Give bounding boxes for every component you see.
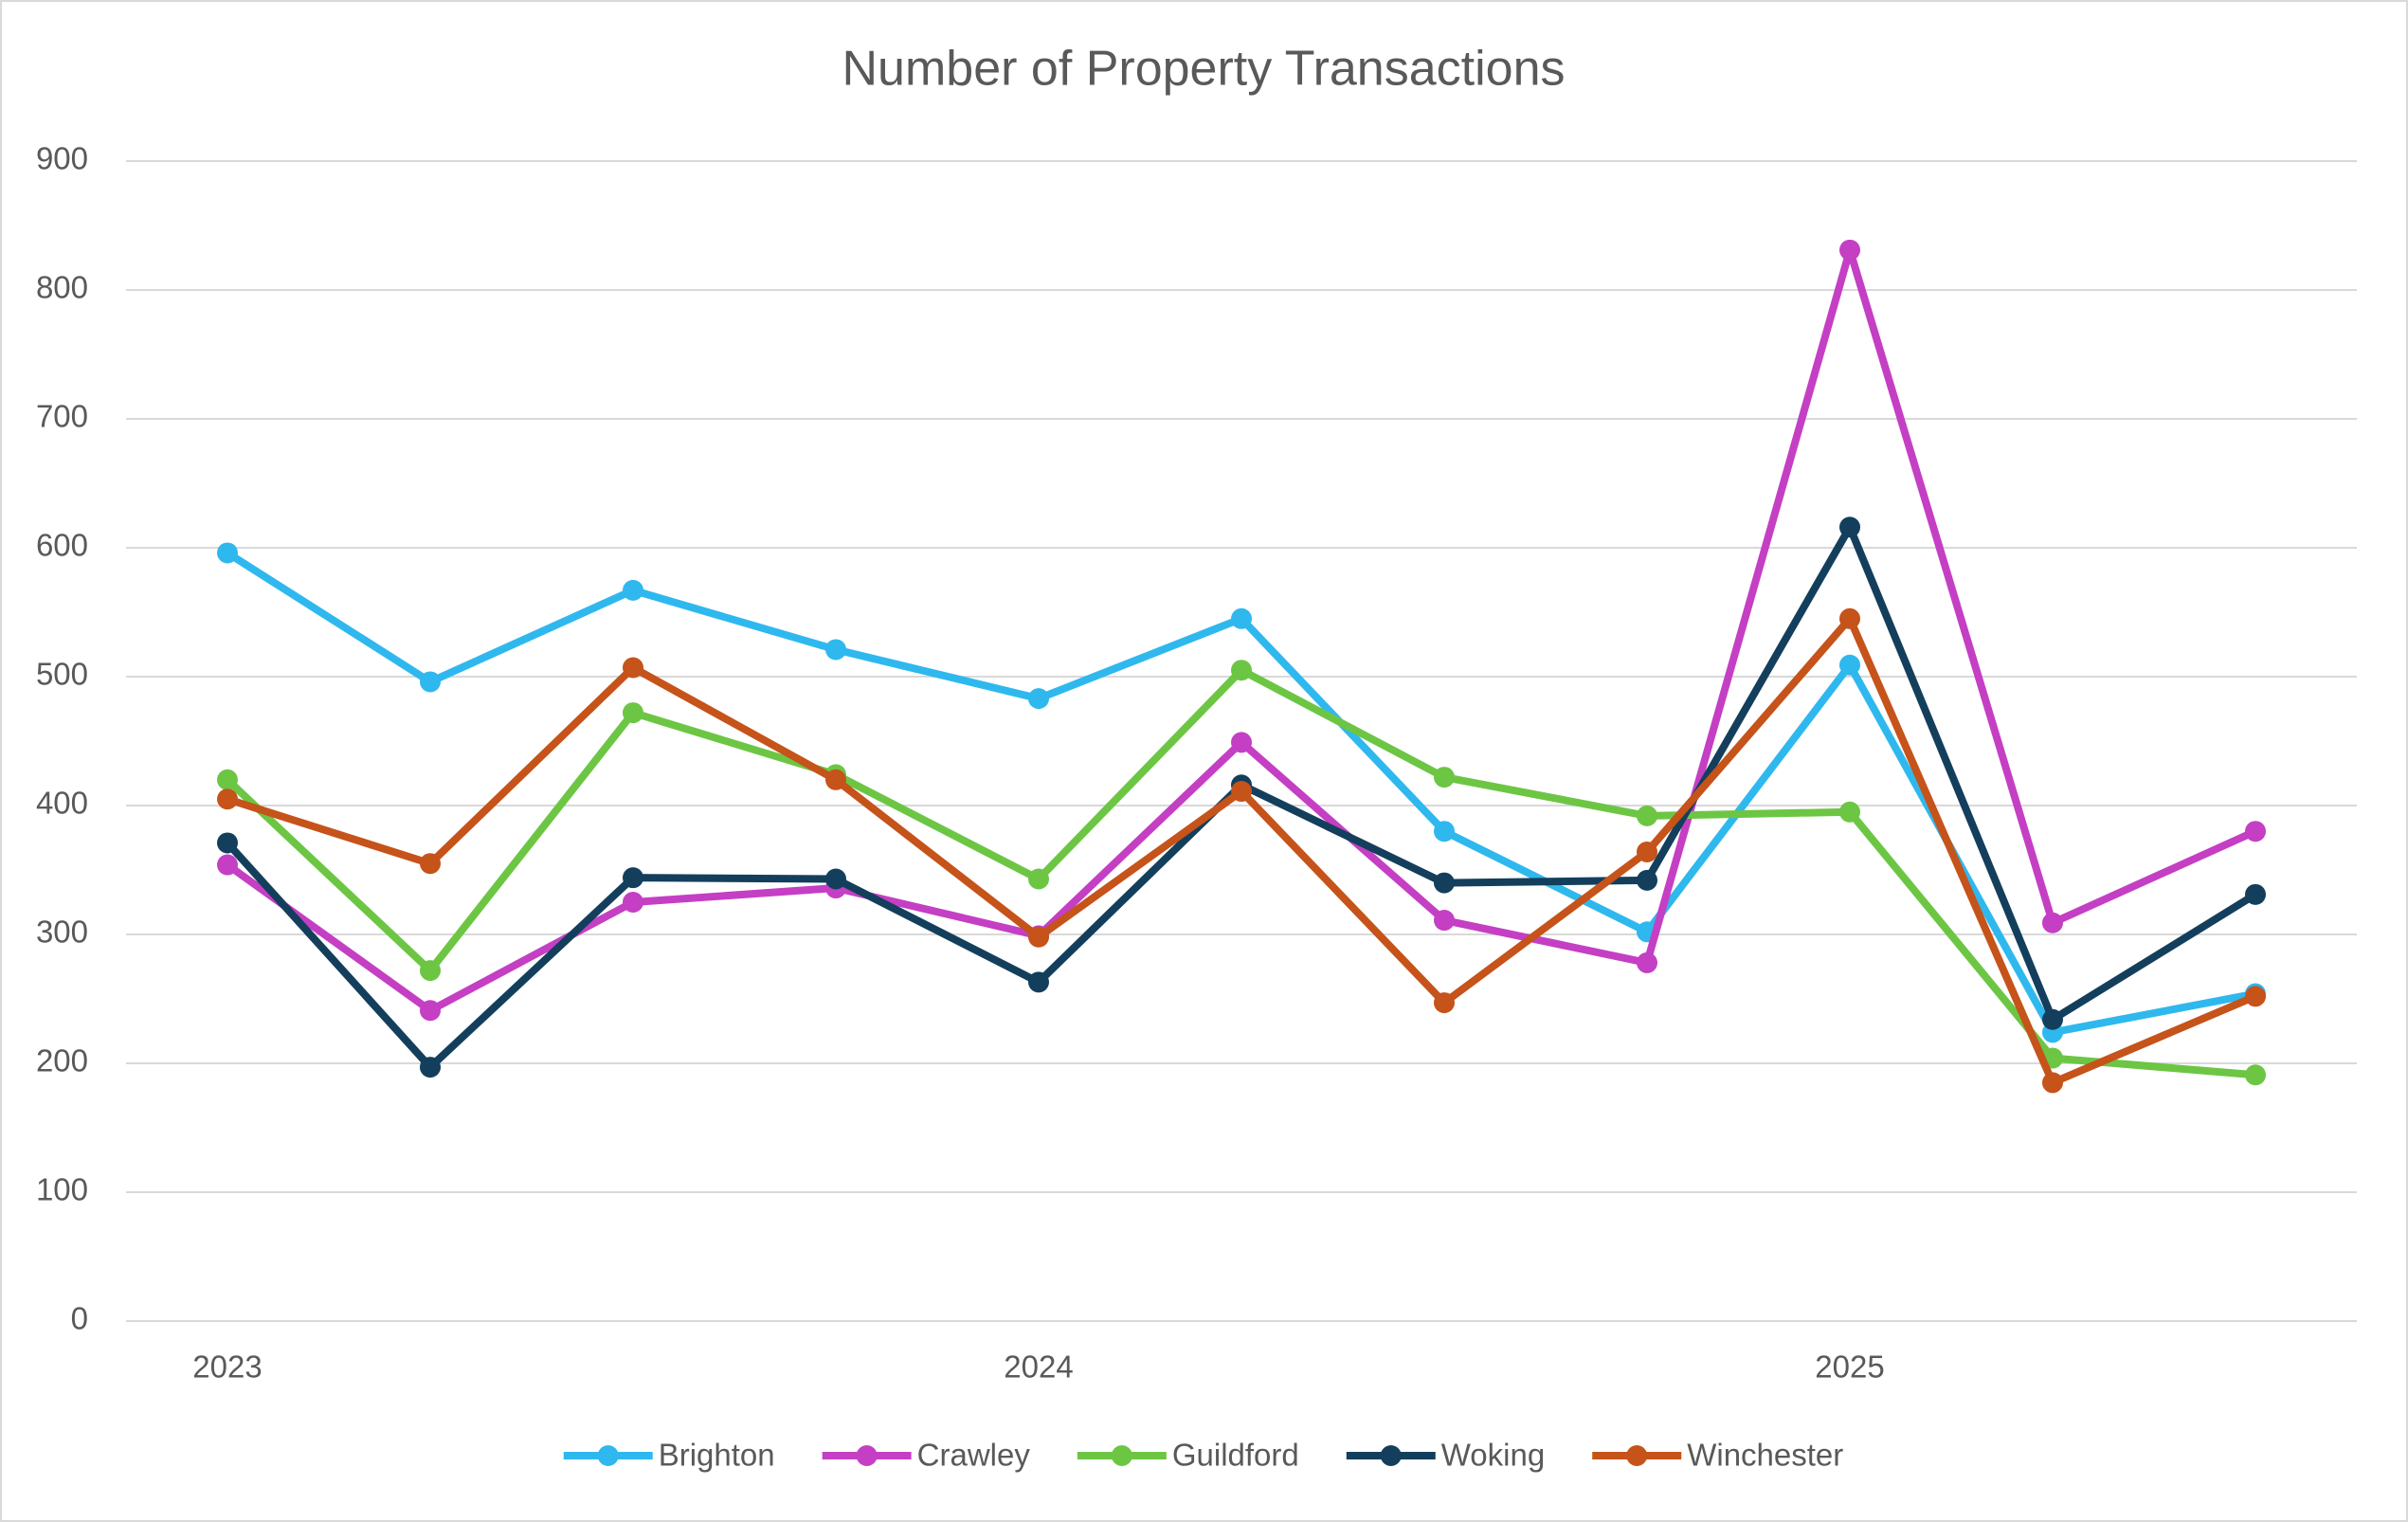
legend-label: Woking (1441, 1438, 1545, 1473)
legend-swatch-marker (1111, 1445, 1132, 1466)
x-tick-label: 2024 (1004, 1350, 1073, 1385)
legend-item: Winchester (1592, 1438, 1843, 1473)
data-point (1028, 926, 1049, 948)
data-point (420, 1000, 441, 1022)
data-point (1839, 801, 1860, 823)
y-tick-label: 700 (36, 399, 88, 434)
y-tick-label: 0 (71, 1301, 88, 1336)
data-point (420, 1057, 441, 1078)
data-point (1637, 869, 1657, 891)
legend-swatch-marker (1380, 1445, 1402, 1466)
data-point (2245, 883, 2266, 905)
data-point (1637, 951, 1657, 973)
legend-swatch-marker (856, 1445, 878, 1466)
data-point (420, 671, 441, 693)
data-point (1231, 732, 1252, 753)
data-point (1028, 971, 1049, 993)
data-point (623, 892, 643, 913)
y-tick-label: 400 (36, 786, 88, 821)
legend: Brighton Crawley Guildford Woking Winchester (563, 1438, 1843, 1473)
legend-item: Woking (1346, 1438, 1545, 1473)
data-point (1434, 767, 1455, 788)
data-point (1434, 992, 1455, 1014)
data-point (1839, 654, 1860, 676)
data-point (1028, 688, 1049, 710)
y-tick-label: 800 (36, 270, 88, 305)
data-point (1637, 841, 1657, 862)
y-tick-label: 100 (36, 1172, 88, 1207)
y-tick-label: 300 (36, 915, 88, 950)
data-point (217, 832, 238, 854)
data-point (217, 788, 238, 810)
data-point (1434, 872, 1455, 894)
data-point (2245, 1064, 2266, 1086)
y-tick-label: 500 (36, 657, 88, 692)
data-point (420, 853, 441, 875)
data-point (825, 868, 846, 890)
data-point (2245, 821, 2266, 843)
legend-label: Crawley (917, 1438, 1031, 1473)
data-point (1231, 660, 1252, 681)
legend-item: Brighton (563, 1438, 775, 1473)
legend-label: Winchester (1687, 1438, 1843, 1473)
x-tick-label: 2023 (192, 1350, 262, 1385)
y-tick-label: 600 (36, 528, 88, 563)
legend-swatch-marker (1626, 1445, 1648, 1466)
legend-label: Guildford (1172, 1438, 1299, 1473)
data-point (1434, 910, 1455, 932)
data-point (825, 639, 846, 661)
y-tick-label: 200 (36, 1043, 88, 1078)
data-point (217, 542, 238, 564)
data-point (623, 579, 643, 601)
data-point (2042, 1008, 2063, 1030)
legend-label: Brighton (659, 1438, 775, 1473)
data-point (1839, 607, 1860, 629)
data-point (1637, 805, 1657, 826)
data-point (217, 854, 238, 876)
x-tick-label: 2025 (1815, 1350, 1884, 1385)
data-point (623, 702, 643, 724)
data-point (1839, 516, 1860, 538)
chart-title: Number of Property Transactions (842, 42, 1566, 97)
data-point (420, 960, 441, 982)
data-point (2042, 1072, 2063, 1094)
data-point (1231, 607, 1252, 629)
data-point (2042, 912, 2063, 933)
y-tick-label: 900 (36, 141, 88, 176)
data-point (1839, 239, 1860, 261)
legend-item: Crawley (822, 1438, 1031, 1473)
data-point (825, 769, 846, 790)
data-point (217, 769, 238, 790)
data-point (1434, 821, 1455, 843)
data-point (623, 657, 643, 679)
data-point (2245, 986, 2266, 1007)
legend-swatch-marker (597, 1445, 619, 1466)
legend-item: Guildford (1077, 1438, 1299, 1473)
data-point (1231, 781, 1252, 803)
data-point (623, 867, 643, 889)
data-point (1028, 868, 1049, 890)
